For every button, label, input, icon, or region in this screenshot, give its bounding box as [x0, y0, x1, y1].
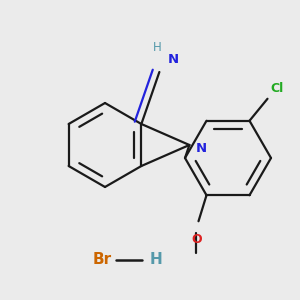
Text: H: H [153, 41, 162, 54]
Text: H: H [150, 253, 163, 268]
Text: N: N [195, 142, 206, 155]
Text: Cl: Cl [271, 82, 284, 95]
Text: Br: Br [93, 253, 112, 268]
Text: O: O [191, 233, 202, 246]
Text: N: N [167, 53, 178, 66]
